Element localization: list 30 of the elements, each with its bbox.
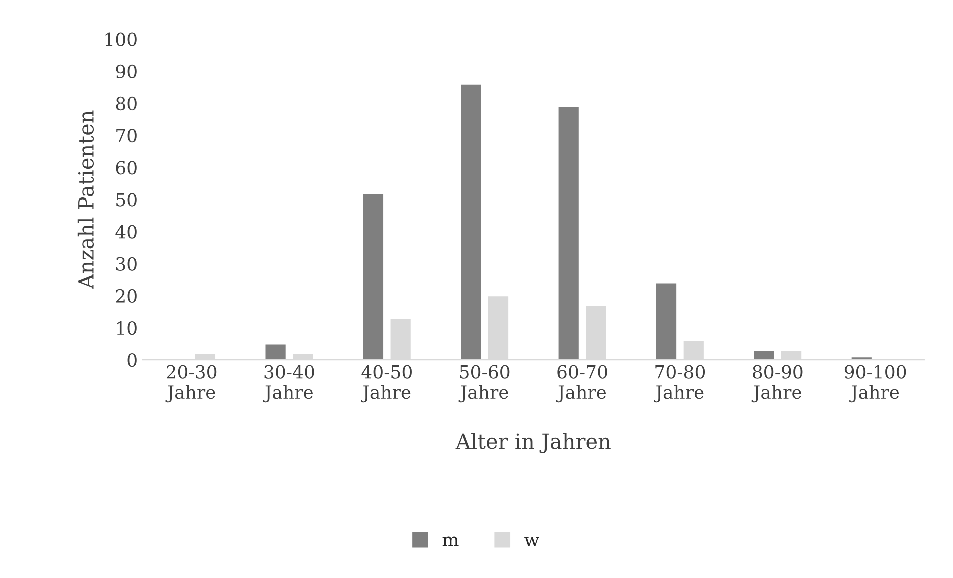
y-tick-label: 70 (116, 129, 137, 143)
x-axis-title: Alter in Jahren (456, 433, 611, 454)
y-axis-title: Anzahl Patienten (78, 110, 94, 290)
y-tick-label: 20 (116, 289, 137, 304)
y-tick-label: 30 (116, 257, 137, 271)
y-tick-label: 0 (128, 354, 137, 368)
x-tick-label: 90-100 Jahre (844, 365, 906, 403)
x-tick-label: 30-40 Jahre (263, 365, 314, 403)
x-tick-label: 40-50 Jahre (361, 365, 412, 403)
y-tick-label: 100 (106, 32, 137, 46)
x-tick-label: 80-90 Jahre (752, 365, 803, 403)
legend-label: w (524, 537, 540, 546)
y-tick-label: 60 (116, 161, 137, 175)
bar (655, 282, 678, 360)
x-tick-label: 60-70 Jahre (556, 365, 608, 403)
legend-label: m (442, 536, 459, 546)
x-tick-label: 20-30 Jahre (166, 365, 217, 403)
bar (752, 350, 776, 360)
x-tick-label: 50-60 Jahre (458, 365, 510, 403)
y-tick-label: 50 (116, 193, 137, 207)
bar (850, 356, 874, 360)
y-tick-label: 10 (117, 321, 137, 336)
y-tick-label: 90 (116, 64, 137, 78)
bar (362, 192, 385, 360)
bar (264, 343, 288, 360)
bar (460, 84, 483, 360)
y-tick-label: 80 (116, 96, 137, 111)
x-tick-label: 70-80 Jahre (654, 365, 706, 403)
bar (557, 106, 580, 360)
y-tick-label: 40 (116, 225, 137, 239)
